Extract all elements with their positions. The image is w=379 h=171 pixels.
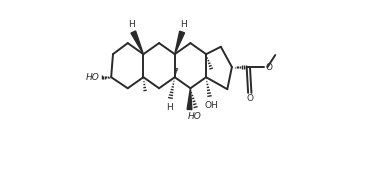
Text: O: O [265, 63, 272, 72]
Polygon shape [175, 31, 185, 54]
Text: H: H [166, 103, 172, 112]
Text: H: H [180, 20, 186, 29]
Polygon shape [131, 31, 143, 54]
Text: HO: HO [188, 112, 202, 121]
Text: H: H [128, 20, 135, 29]
Text: HO: HO [85, 73, 99, 82]
Text: OH: OH [205, 101, 219, 110]
Text: O: O [246, 94, 253, 103]
Polygon shape [187, 88, 192, 110]
